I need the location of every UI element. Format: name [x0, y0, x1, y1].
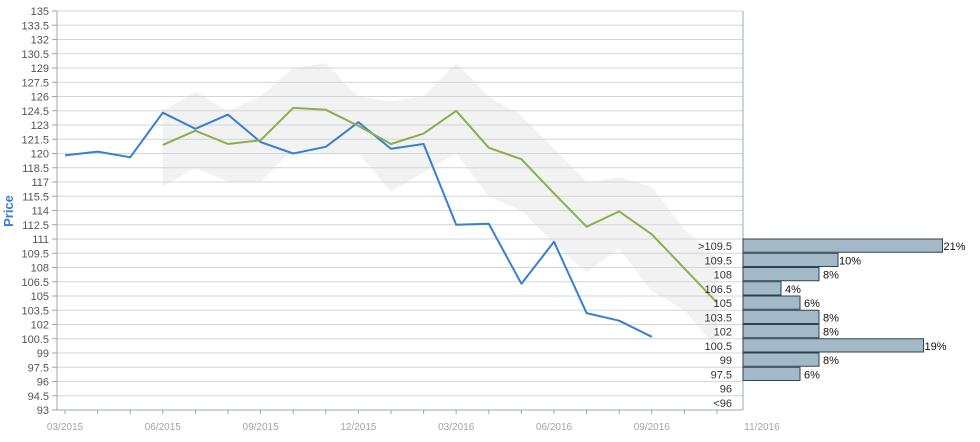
y-axis-label: Price: [1, 195, 16, 227]
histogram-bar: [742, 295, 801, 310]
y-tick-label: 121.5: [21, 134, 49, 146]
y-tick-label: 112.5: [22, 220, 49, 232]
histogram-bin-label: 105: [714, 298, 732, 310]
histogram-bin-label: 108: [714, 270, 732, 282]
y-tick-label: 132: [31, 35, 49, 47]
histogram-bin-label: 106.5: [704, 284, 732, 296]
y-tick-label: 93: [37, 405, 49, 417]
histogram-bar: [742, 366, 801, 381]
y-tick-label: 99: [37, 348, 49, 360]
histogram-bin-label: 103.5: [704, 312, 732, 324]
histogram-bar: [742, 324, 820, 339]
y-tick-label: 117: [31, 177, 49, 189]
x-tick-label: 09/2015: [243, 422, 280, 433]
forecast-band-area: [162, 63, 718, 349]
y-tick-label: 94.5: [28, 391, 49, 403]
y-tick-label: 97.5: [28, 362, 49, 374]
gridlines: [57, 10, 743, 411]
y-tick-label: 123: [31, 120, 49, 132]
series-lines: [64, 106, 718, 338]
x-tick-label: 03/2015: [47, 422, 84, 433]
y-tick-label: 130.5: [21, 49, 49, 61]
y-tick-label: 102: [31, 320, 49, 332]
x-tick-label: 12/2015: [340, 422, 377, 433]
histogram-bin-label: 109.5: [704, 255, 732, 267]
y-tick-label: 129: [31, 63, 49, 75]
x-tick-label: 03/2016: [438, 422, 475, 433]
histogram-bin-label: 100.5: [704, 341, 732, 353]
x-tick-label: 06/2015: [145, 422, 182, 433]
x-tick-label: 11/2016: [744, 422, 780, 433]
histogram-bar: [742, 238, 943, 253]
distribution-histogram: >109.5 21% 109.5 10% 108 8% 106.5 4% 105 6% 103.5 8…: [698, 238, 966, 410]
y-tick-label: 108: [31, 263, 49, 275]
y-tick-label: 96: [37, 377, 49, 389]
y-tick-label: 124.5: [21, 106, 49, 118]
y-tick-label: 111: [32, 234, 49, 246]
y-tick-label: 133.5: [21, 20, 49, 32]
y-tick-label: 103.5: [21, 305, 49, 317]
histogram-percent-label: 8%: [823, 355, 839, 367]
histogram-percent-label: 8%: [823, 270, 839, 282]
forecast-price-line: [162, 106, 718, 304]
histogram-percent-label: 8%: [823, 327, 839, 339]
histogram-percent-label: 21%: [943, 241, 965, 253]
y-tick-label: 126: [31, 92, 49, 104]
histogram-percent-label: 6%: [804, 369, 820, 381]
y-tick-label: 115.5: [22, 191, 49, 203]
y-tick-label: 114: [31, 206, 49, 218]
histogram-bar: [742, 267, 820, 282]
forecast-range-band: [162, 63, 718, 349]
histogram-bin-label: <96: [713, 398, 732, 410]
y-tick-label: 106.5: [21, 277, 49, 289]
histogram-percent-label: 10%: [839, 255, 861, 267]
y-tick-label: 135: [31, 6, 49, 18]
y-tick-label: 118.5: [22, 163, 49, 175]
x-tick-labels: 03/2015 06/2015 09/2015 12/2015 03/2016 06/20…: [47, 422, 780, 433]
y-tick-label: 120: [31, 149, 49, 161]
y-tick-label: 100.5: [21, 334, 49, 346]
histogram-bin-label: 102: [714, 327, 732, 339]
histogram-percent-label: 4%: [785, 284, 801, 296]
histogram-percent-label: 19%: [924, 341, 946, 353]
histogram-bar: [742, 281, 782, 296]
y-tick-labels: 135 133.5 132 130.5 129 127.5 126 124.5 123 121.5…: [21, 6, 49, 417]
histogram-bin-label: >109.5: [698, 241, 732, 253]
histogram-percent-label: 6%: [804, 298, 820, 310]
histogram-bin-label: 96: [720, 384, 732, 396]
histogram-bar: [742, 338, 924, 353]
histogram-percent-label: 8%: [823, 312, 839, 324]
y-tick-label: 109.5: [21, 248, 49, 260]
histogram-bin-label: 97.5: [711, 369, 732, 381]
histogram-bin-label: 99: [720, 355, 732, 367]
y-tick-label: 127.5: [21, 77, 49, 89]
histogram-bar: [742, 309, 820, 324]
histogram-bar: [742, 352, 820, 367]
x-tick-label: 06/2016: [536, 422, 573, 433]
actual-price-line: [64, 111, 653, 338]
y-tick-label: 105: [31, 291, 49, 303]
histogram-bar: [742, 252, 839, 267]
x-tick-label: 09/2016: [634, 422, 671, 433]
